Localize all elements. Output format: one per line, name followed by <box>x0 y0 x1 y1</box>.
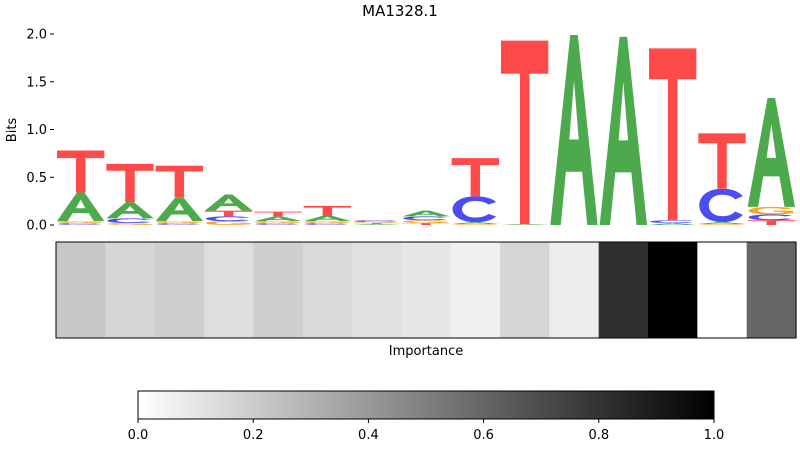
logo-letter-a <box>402 210 450 217</box>
heatmap-xlabel: Importance <box>389 344 464 359</box>
logo-letter-t <box>353 223 401 225</box>
logo-letter-c <box>156 223 201 225</box>
logo-letter-g <box>156 221 202 224</box>
logo-letter-a <box>254 216 302 222</box>
logo-letter-c <box>699 188 743 223</box>
colorbar-tick-label: 0.0 <box>128 428 149 443</box>
logo-letter-a <box>205 194 253 211</box>
logo-letter-a <box>501 224 549 225</box>
heatmap-cell <box>450 242 501 338</box>
heatmap-cell <box>598 242 649 338</box>
logo-letter-c <box>255 223 299 225</box>
colorbar: 0.0 0.2 0.4 0.6 0.8 1.0 <box>128 390 725 443</box>
logo-letter-c <box>57 223 102 225</box>
logo-letter-t <box>303 205 351 216</box>
y-axis-label: Bits <box>5 118 20 143</box>
logo-letter-t <box>155 165 203 198</box>
logo-letter-t <box>57 150 105 193</box>
heatmap-cell <box>105 242 156 338</box>
logo-letter-a <box>353 224 401 225</box>
logo-letter-t <box>106 163 154 203</box>
y-tick-label: 0.0 <box>26 219 47 234</box>
logo-letter-g <box>353 222 399 224</box>
heatmap-cell <box>253 242 304 338</box>
heatmap-cell <box>154 242 205 338</box>
heatmap-cell <box>352 242 402 338</box>
logo-letter-a <box>747 97 795 207</box>
logo-panel: MA1328.1 Bits 0.0 0.5 1.0 1.5 2.0 <box>5 2 795 234</box>
heatmap-cell <box>302 242 353 338</box>
y-tick-label: 1.5 <box>26 75 47 90</box>
colorbar-gradient <box>137 390 715 420</box>
logo-letter-c <box>452 196 497 223</box>
y-tick-label: 1.0 <box>26 123 47 138</box>
colorbar-tick-label: 1.0 <box>704 428 725 443</box>
logo-letter-t <box>649 48 697 221</box>
logo-letter-c <box>403 216 447 221</box>
logo-letter-a <box>303 215 351 222</box>
heatmap-cell <box>56 242 106 338</box>
heatmap-frame <box>55 241 797 339</box>
logo-letter-a <box>155 197 203 222</box>
importance-panel: Importance <box>55 241 797 359</box>
logo-letter-g <box>57 221 103 224</box>
logo-letter-a <box>698 222 746 225</box>
logo-letter-t <box>747 220 795 225</box>
logo-letter-t <box>205 210 253 217</box>
logo-letter-a <box>550 34 598 225</box>
logo-letter-a <box>649 223 697 225</box>
heatmap-cell <box>697 242 748 338</box>
heatmap-cell <box>746 242 797 338</box>
heatmap-cell <box>549 242 600 338</box>
logo-letter-c <box>353 220 398 223</box>
logo-letter-a <box>106 202 154 219</box>
colorbar-tick-label: 0.6 <box>473 428 494 443</box>
logo-letter-a <box>599 36 647 225</box>
logo-letter-g <box>255 221 300 224</box>
heatmap-cell <box>204 242 254 338</box>
heatmap-cells <box>56 242 797 338</box>
logo-letter-t <box>451 158 499 197</box>
logo-letter-t <box>698 133 746 189</box>
logo-letter-g <box>452 224 498 225</box>
logo-letter-g <box>205 221 251 225</box>
logo-letter-g <box>403 220 448 224</box>
logo-letter-c <box>205 216 250 222</box>
logo-letter-g <box>107 223 152 225</box>
colorbar-tick-label: 0.2 <box>243 428 264 443</box>
heatmap-cell <box>401 242 452 338</box>
logo-letter-c <box>649 220 694 224</box>
y-axis: 0.0 0.5 1.0 1.5 2.0 <box>26 28 54 234</box>
logo-letter-a <box>451 222 499 225</box>
logo-letter-g <box>304 221 350 224</box>
logo-letter-t <box>402 223 450 225</box>
y-tick-label: 0.5 <box>26 171 47 186</box>
logo-letter-t <box>501 40 549 225</box>
logo-letters <box>57 34 795 225</box>
colorbar-tick-label: 0.8 <box>588 428 609 443</box>
logo-letter-c <box>304 223 349 225</box>
heatmap-cell <box>500 242 550 338</box>
colorbar-tick-label: 0.4 <box>358 428 379 443</box>
chart-title: MA1328.1 <box>362 2 438 20</box>
heatmap-cell <box>648 242 698 338</box>
logo-letter-g <box>699 224 744 225</box>
logo-letter-c <box>107 218 151 224</box>
logo-letter-t <box>254 211 302 217</box>
logo-letter-g <box>748 206 794 215</box>
logo-letter-a <box>57 192 105 222</box>
logo-letter-c <box>748 214 793 221</box>
colorbar-ticks: 0.0 0.2 0.4 0.6 0.8 1.0 <box>128 419 725 443</box>
y-tick-label: 2.0 <box>26 28 47 43</box>
